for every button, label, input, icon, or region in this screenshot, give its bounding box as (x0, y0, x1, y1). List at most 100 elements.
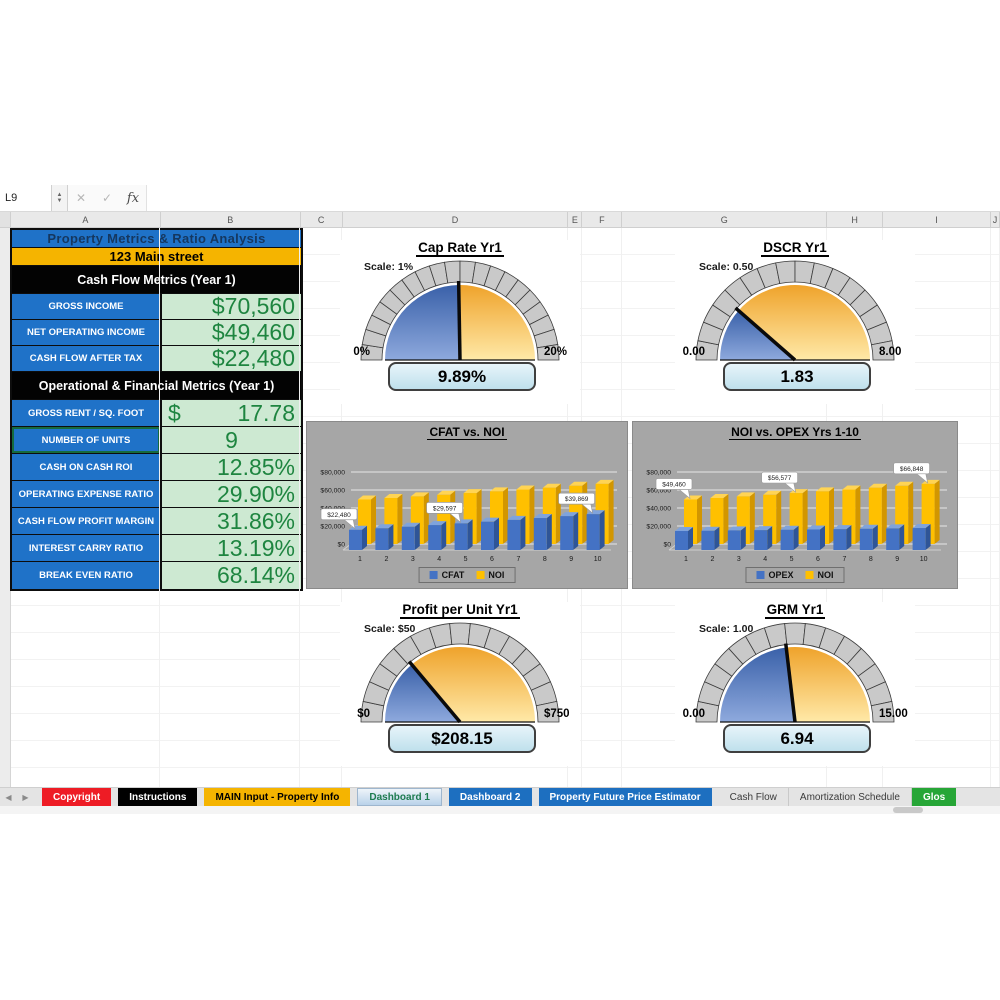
legend-label: NOI (817, 570, 834, 580)
metric-label-cell[interactable]: GROSS RENT / SQ. FOOT (12, 400, 162, 426)
legend-swatch (429, 571, 438, 579)
svg-text:$22,480: $22,480 (327, 512, 351, 519)
sheet-tab-dashboard-1[interactable]: Dashboard 1 (357, 788, 442, 806)
sheet-tab-glos[interactable]: Glos (911, 788, 957, 806)
chart-panel-noi-opex[interactable]: NOI vs. OPEX Yrs 1-10 $0 $20,000 $40,000 $60… (632, 421, 958, 589)
gauge-value-box: 6.94 (723, 724, 871, 753)
tab-scroll-left-icon[interactable]: ◀ (5, 792, 12, 802)
column-header-E[interactable]: E (568, 212, 583, 227)
svg-text:$80,000: $80,000 (320, 470, 345, 477)
svg-text:$0: $0 (337, 542, 345, 549)
metric-label-cell[interactable]: CASH FLOW AFTER TAX (12, 346, 162, 371)
column-header-B[interactable]: B (161, 212, 301, 227)
property-metrics-table: Property Metrics & Ratio Analysis 123 Mai… (10, 228, 303, 591)
gauge-value-box: 1.83 (723, 362, 871, 391)
metric-row: CASH FLOW PROFIT MARGIN 31.86% (12, 508, 301, 535)
metric-label-cell[interactable]: NET OPERATING INCOME (12, 320, 162, 345)
gauge-cap-rate[interactable]: Cap Rate Yr1 Scale: 1% 0% 20% 9.89% (340, 240, 580, 404)
gauge-fill (385, 285, 535, 361)
metric-value-cell[interactable]: 31.86% (162, 508, 301, 534)
column-header-D[interactable]: D (343, 212, 569, 227)
spinner-down-icon[interactable]: ▼ (56, 198, 63, 204)
sheet-tab-dashboard-2[interactable]: Dashboard 2 (448, 788, 532, 806)
column-header-F[interactable]: F (582, 212, 623, 227)
enter-icon[interactable]: ✓ (101, 191, 113, 205)
column-header-C[interactable]: C (301, 212, 343, 227)
metric-label-cell[interactable]: NUMBER OF UNITS (12, 427, 162, 453)
svg-text:4: 4 (437, 556, 441, 563)
metric-value: 17.78 (237, 399, 295, 426)
sheet-tab-instructions[interactable]: Instructions (118, 788, 198, 806)
metric-value-cell[interactable]: 68.14% (162, 562, 301, 589)
metric-label-cell[interactable]: INTEREST CARRY RATIO (12, 535, 162, 561)
metric-value-cell[interactable]: $22,480 (162, 346, 301, 371)
metric-label-cell[interactable]: CASH FLOW PROFIT MARGIN (12, 508, 162, 534)
sheet-tab-cash-flow[interactable]: Cash Flow (719, 788, 789, 806)
tab-scroll-right-icon[interactable]: ▶ (22, 792, 29, 802)
legend-item: NOI (805, 570, 834, 580)
column-header-J[interactable]: J (991, 212, 1000, 227)
gauge-profit-per-unit[interactable]: Profit per Unit Yr1 Scale: $50 $0 $750 $208.… (340, 602, 580, 766)
sheet-tab-amortization-schedule[interactable]: Amortization Schedule (789, 788, 912, 806)
metric-row: CASH FLOW AFTER TAX $22,480 (12, 346, 301, 372)
table-title-cell[interactable]: Property Metrics & Ratio Analysis (12, 230, 301, 247)
section-header-cell[interactable]: Operational & Financial Metrics (Year 1) (12, 372, 301, 399)
cancel-icon[interactable]: ✕ (75, 191, 87, 205)
insert-function-icon[interactable]: fx (120, 185, 147, 211)
svg-text:$66,848: $66,848 (900, 466, 924, 473)
gauge-arc (360, 260, 560, 361)
metric-value-cell[interactable]: 12.85% (162, 454, 301, 480)
svg-text:$49,460: $49,460 (662, 481, 686, 488)
column-gridline (159, 228, 160, 787)
metric-row: BREAK EVEN RATIO 68.14% (12, 562, 301, 589)
svg-text:$60,000: $60,000 (320, 488, 345, 495)
svg-text:5: 5 (464, 556, 468, 563)
metric-label-cell[interactable]: CASH ON CASH ROI (12, 454, 162, 480)
gauge-max-label: $750 (544, 708, 570, 720)
metric-label-cell[interactable]: GROSS INCOME (12, 294, 162, 319)
select-all-corner[interactable] (0, 212, 11, 227)
gauge-dscr[interactable]: DSCR Yr1 Scale: 0.50 0.00 8.00 1.83 (675, 240, 915, 404)
currency-prefix: $ (168, 399, 181, 426)
chart-x-labels: 1 2 3 4 5 6 7 8 9 10 (358, 556, 602, 563)
chart-title-text: NOI vs. OPEX Yrs 1-10 (729, 425, 861, 440)
metric-label-cell[interactable]: BREAK EVEN RATIO (12, 562, 162, 589)
column-header-G[interactable]: G (622, 212, 828, 227)
column-header-A[interactable]: A (11, 212, 161, 227)
sheet-tab-copyright[interactable]: Copyright (42, 788, 112, 806)
metric-label-cell[interactable]: OPERATING EXPENSE RATIO (12, 481, 162, 507)
svg-text:8: 8 (869, 556, 873, 563)
address-cell[interactable]: 123 Main street (12, 248, 301, 265)
svg-text:5: 5 (790, 556, 794, 563)
column-header-I[interactable]: I (883, 212, 991, 227)
gauge-max-label: 15.00 (879, 708, 908, 720)
svg-text:7: 7 (516, 556, 520, 563)
spinner-up-icon[interactable]: ▲ (56, 192, 63, 198)
metric-value-cell[interactable]: $17.78 (162, 400, 301, 426)
metric-value-cell[interactable]: $49,460 (162, 320, 301, 345)
name-box-spinner[interactable]: ▲ ▼ (52, 185, 68, 211)
chart-title: NOI vs. OPEX Yrs 1-10 (633, 425, 957, 440)
gauge-grm[interactable]: GRM Yr1 Scale: 1.00 0.00 15.00 6.94 (675, 602, 915, 766)
gauge-needle (784, 643, 797, 723)
gauge-min-label: 0.00 (682, 708, 705, 720)
svg-text:9: 9 (569, 556, 573, 563)
metric-row: OPERATING EXPENSE RATIO 29.90% (12, 481, 301, 508)
formula-input[interactable] (147, 185, 1000, 211)
scrollbar-thumb[interactable] (893, 807, 923, 813)
section-header-cell[interactable]: Cash Flow Metrics (Year 1) (12, 266, 301, 293)
legend-item: OPEX (756, 570, 794, 580)
column-gridline (299, 228, 300, 787)
metric-value-cell[interactable]: $70,560 (162, 294, 301, 319)
metric-value-cell[interactable]: 9 (162, 427, 301, 453)
sheet-tab-property-future-price-estimator[interactable]: Property Future Price Estimator (538, 788, 712, 806)
sheet-tab-main-input-property-info[interactable]: MAIN Input - Property Info (204, 788, 351, 806)
name-box[interactable]: L9 (0, 185, 52, 211)
metric-value-cell[interactable]: 29.90% (162, 481, 301, 507)
column-header-H[interactable]: H (827, 212, 884, 227)
horizontal-scrollbar[interactable] (0, 806, 1000, 814)
column-gridline (990, 228, 991, 787)
metric-value-cell[interactable]: 13.19% (162, 535, 301, 561)
chart-panel-cfat-noi[interactable]: CFAT vs. NOI$0$20,000$40,000$60,000$80,0… (306, 421, 628, 589)
